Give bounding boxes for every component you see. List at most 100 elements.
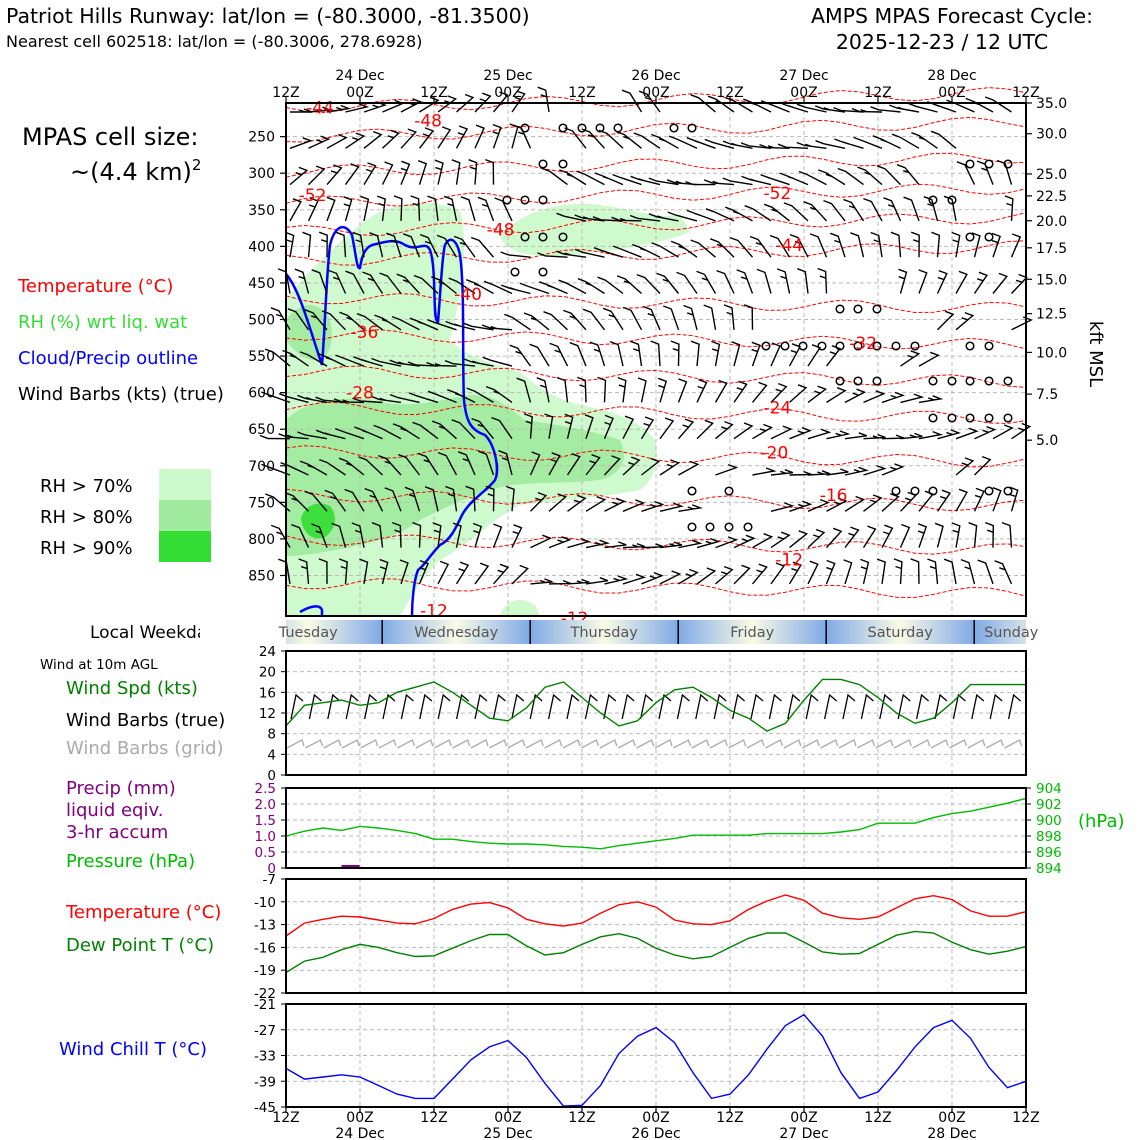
series-line-1 <box>285 930 1027 974</box>
wind-barb <box>338 457 365 476</box>
bottom-axis-date-label: 27 Dec <box>779 1126 828 1140</box>
surface-wind-barb <box>971 693 985 720</box>
wind-barb <box>968 522 978 548</box>
panel-side-label: Temperature (°C) <box>65 902 221 923</box>
calm-wind-circle <box>502 195 512 205</box>
surface-wind-barb <box>952 693 966 720</box>
wind-barb <box>899 523 911 548</box>
wind-barb <box>903 196 920 222</box>
wind-barb <box>315 396 346 404</box>
weekday-label: Friday <box>730 625 774 641</box>
weekday-band <box>678 620 827 644</box>
calm-wind-circle <box>724 486 734 496</box>
wind-barb <box>666 179 698 186</box>
wind-barb <box>603 455 621 476</box>
panel-y-tick-label: -45 <box>254 1100 276 1116</box>
wind-barb <box>629 214 661 222</box>
wind-barb <box>789 384 808 403</box>
wind-barb <box>474 562 490 585</box>
wind-barb <box>670 240 698 258</box>
calm-wind-circle <box>984 232 994 242</box>
wind-barb <box>973 271 988 294</box>
wind-barb <box>863 390 886 404</box>
wind-barb <box>460 196 476 222</box>
grid-wind-barb <box>544 739 563 749</box>
wind-barb <box>815 140 846 149</box>
wind-barb <box>261 391 291 404</box>
wind-barb <box>900 350 921 367</box>
wind-barb <box>752 533 774 549</box>
wind-barb <box>491 416 513 440</box>
pressure-axis-label: 300 <box>248 166 275 182</box>
calm-wind-circle <box>835 341 845 351</box>
wind-barb <box>569 342 587 367</box>
grid-wind-barb <box>985 739 1004 749</box>
wind-barb <box>843 559 853 585</box>
wind-barb <box>807 428 832 440</box>
wind-barb <box>345 270 365 294</box>
bottom-axis-tick-label: 00Z <box>346 1110 373 1126</box>
calm-wind-circle <box>872 304 882 314</box>
wind-barb <box>896 164 920 186</box>
wind-barb <box>400 160 411 185</box>
temperature-contour <box>285 116 1027 143</box>
temperature-contour <box>285 212 1027 237</box>
wind-barb <box>299 460 328 476</box>
wind-barb <box>723 304 735 330</box>
wind-barb <box>324 489 347 512</box>
wind-barb <box>304 490 328 512</box>
calm-wind-circle <box>947 413 957 423</box>
wind-barb <box>951 522 961 548</box>
wind-barb <box>537 252 568 258</box>
panel-side-label: Precip (mm) <box>66 778 176 799</box>
wind-barb <box>622 499 646 512</box>
wind-barb <box>448 277 476 295</box>
wind-barb <box>823 199 846 222</box>
wind-barb <box>657 377 668 403</box>
wind-barb <box>1009 486 1019 512</box>
wind-barb <box>927 558 939 584</box>
grid-wind-barb <box>599 739 618 749</box>
top-axis-tick-label: 12Z <box>420 85 447 101</box>
wind-barb <box>955 270 968 294</box>
wind-barb <box>934 522 944 548</box>
surface-wind-barb <box>879 693 893 720</box>
pressure-axis: 250 300 350 400 450 500 550 600 650 700 750 800 850 <box>248 130 286 584</box>
pressure-axis-label: 450 <box>248 276 275 292</box>
wind-barb <box>511 564 529 585</box>
calm-wind-circle <box>928 376 938 386</box>
wind-barb <box>622 306 643 331</box>
wind-barb <box>559 169 587 186</box>
upper-wind-barbs <box>259 86 1033 585</box>
wind-barb <box>907 102 938 113</box>
wind-barb <box>715 565 734 585</box>
wind-barb <box>715 420 734 440</box>
wind-barb <box>321 310 347 331</box>
panel-y-tick-label: 20 <box>259 665 276 681</box>
wind-barb <box>622 415 635 440</box>
wind-barb <box>798 170 827 186</box>
wind-barb <box>677 378 688 403</box>
panel-y-tick-label: -16 <box>254 940 276 956</box>
grid-wind-barb <box>1004 739 1023 749</box>
top-axis-tick-label: 00Z <box>494 85 521 101</box>
wind-barb <box>326 164 343 186</box>
calm-wind-circle <box>947 195 957 205</box>
wind-barb <box>393 195 403 221</box>
wind-barb <box>648 177 679 186</box>
wind-barb <box>315 429 346 440</box>
wind-barb <box>641 457 661 476</box>
wind-barb <box>369 232 384 258</box>
surface-panel-wind-chill: -45 -39 -33 -27 -21 <box>254 997 1027 1116</box>
wind-barb <box>604 541 627 549</box>
wind-barb <box>530 578 553 585</box>
precip-tick-label: 2.5 <box>255 781 276 797</box>
wind-barb <box>844 388 867 404</box>
wind-barb <box>478 450 495 476</box>
temperature-contour-label: -28 <box>346 384 374 404</box>
temperature-contour-labels: -44 -48 -52 -52 -48 -44 -40 -36 -32 -28 -24 -20 -16 -… <box>299 98 877 629</box>
wind-barb <box>307 197 319 222</box>
wind-barb <box>973 487 985 512</box>
wind-barb <box>427 195 439 221</box>
wind-barb <box>704 138 735 149</box>
